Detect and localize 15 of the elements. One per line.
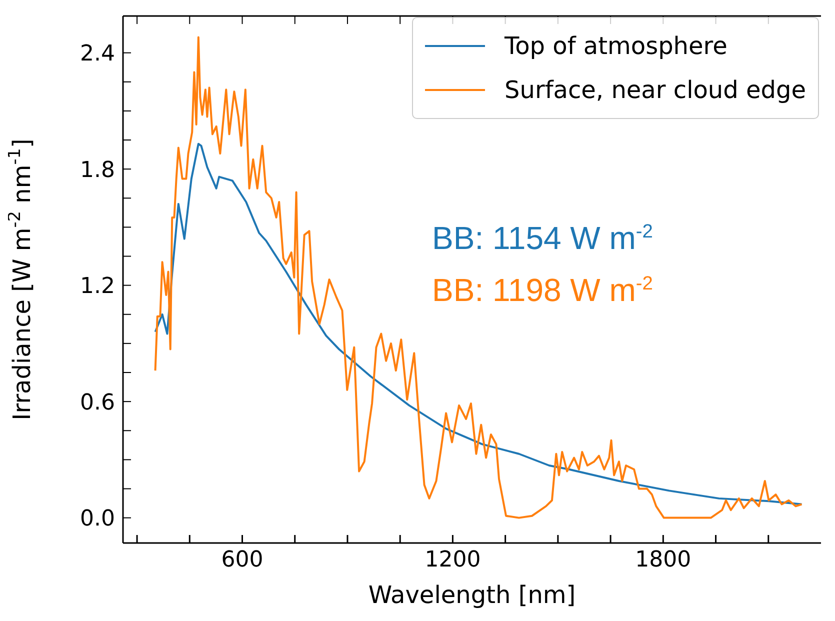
y-tick-label: 1.2 [80, 274, 115, 300]
y-tick-label: 2.4 [80, 42, 115, 67]
x-tick-label: 1200 [424, 548, 481, 573]
annotation-text: BB: 1154 W m$^{-2}$ [432, 220, 653, 257]
line-series [154, 36, 803, 519]
annotation-text: BB: 1198 W m$^{-2}$ [432, 272, 653, 309]
y-tick-label: 1.8 [80, 158, 115, 183]
x-axis-title: Wavelength [nm] [368, 581, 576, 609]
y-tick-label: 0.6 [80, 390, 115, 416]
line-series [154, 142, 803, 506]
legend-label: Surface, near cloud edge [504, 76, 806, 104]
y-tick-label: 0.0 [80, 506, 115, 532]
legend-label: Top of atmosphere [504, 32, 728, 60]
x-tick-label: 1800 [635, 548, 692, 573]
x-tick-label: 600 [221, 548, 264, 573]
